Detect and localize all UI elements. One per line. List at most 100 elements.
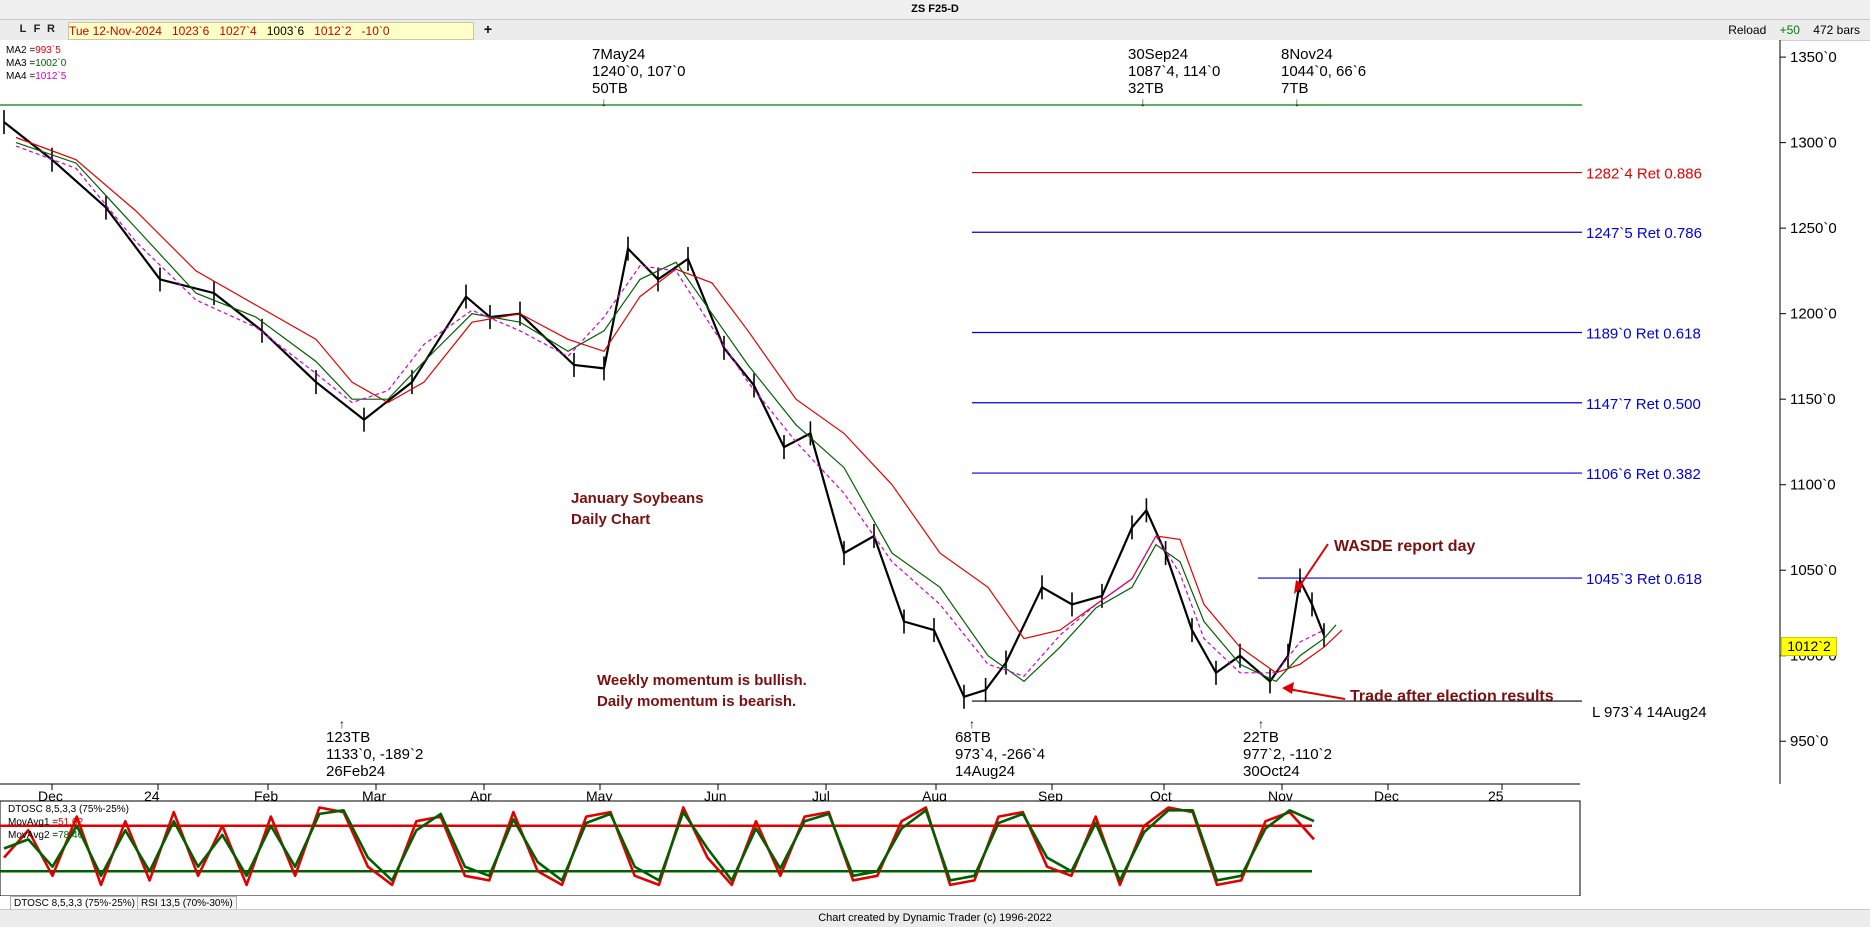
movavg2-value: 78.46 <box>58 830 84 841</box>
x-tick-label: 24 <box>144 788 160 804</box>
x-tick-label: Aug <box>922 788 947 804</box>
quote-open: 1023`6 <box>171 24 210 38</box>
ma3-value: 1002`0 <box>35 58 67 69</box>
oscillator-legend: DTOSC 8,5,3,3 (75%-25%) MovAvg1 =51.02 M… <box>8 803 129 842</box>
retracement-label: 1045`3 Ret 0.618 <box>1586 571 1702 588</box>
quote-low: 1003`6 <box>266 24 305 38</box>
osc-name: DTOSC 8,5,3,3 (75%-25%) <box>8 804 129 815</box>
swing-high-sep-date: 30Sep24 <box>1128 46 1189 63</box>
y-tick-label: 1350`0 <box>1790 49 1837 66</box>
wasde-arrow <box>1296 543 1329 591</box>
movavg1-line <box>3 806 1315 887</box>
movavg2-label: MovAvg2 = <box>8 830 59 841</box>
y-tick-label: 950`0 <box>1790 733 1828 750</box>
x-tick-label: Oct <box>1150 788 1172 804</box>
f-button[interactable]: F <box>33 23 41 35</box>
x-tick-label: 25 <box>1488 788 1504 804</box>
retracement-label: 1106`6 Ret 0.382 <box>1586 466 1701 483</box>
momentum-daily: Daily momentum is bearish. <box>597 693 797 710</box>
retracement-lines: 1282`4 Ret 0.886 1247`5 Ret 0.786 1189`0 R… <box>0 104 1702 702</box>
ma2-label: MA2 = <box>6 45 36 56</box>
footer-credit: Chart created by Dynamic Trader (c) 1996… <box>0 909 1870 927</box>
ma4-line <box>15 136 1343 674</box>
toolbar: L F R Tue 12-Nov-2024 1023`6 1027`4 1003… <box>0 20 1870 41</box>
bot1-marker-icon: ↑ <box>339 717 345 731</box>
swing-high-may-bars: 50TB <box>592 80 628 97</box>
swing-low-feb-date: 26Feb24 <box>326 763 386 780</box>
quote-high: 1027`4 <box>219 24 257 38</box>
ma3-legend: MA3 =1002`0 <box>6 57 66 70</box>
y-tick-label: 1150`0 <box>1790 391 1836 408</box>
price-axis-ticks: 950`01000`01050`01100`01150`01200`01250`… <box>1780 49 1837 750</box>
right-tools: Reload +50 472 bars <box>1718 22 1860 38</box>
swing-high-may: 7May24 1240`0, 107`0 50TB <box>592 46 685 97</box>
bot2-marker-icon: ↑ <box>969 717 975 731</box>
swing-high-sep: 30Sep24 1087`4, 114`0 32TB <box>1128 46 1220 97</box>
bars-increment-button[interactable]: +50 <box>1779 23 1800 37</box>
swing-low-feb-bars: 123TB <box>326 729 371 746</box>
movavg1-value: 51.02 <box>58 817 84 828</box>
ma4-legend: MA4 =1012`5 <box>6 70 66 83</box>
wasde-note: WASDE report day <box>1334 538 1476 555</box>
price-chart[interactable]: 950`01000`01050`01100`01150`01200`01250`… <box>0 40 1870 896</box>
price-path <box>3 121 1326 699</box>
swing-low-aug-date: 14Aug24 <box>955 763 1016 780</box>
top1-marker-icon: ↓ <box>601 95 607 109</box>
swing-high-may-date: 7May24 <box>592 46 646 63</box>
x-tick-label: May <box>586 788 612 804</box>
swing-low-feb-price: 1133`0, -189`2 <box>326 746 424 763</box>
r-button[interactable]: R <box>47 23 55 35</box>
swing-high-may-price: 1240`0, 107`0 <box>592 63 686 80</box>
low-line-label: L 973`4 14Aug24 <box>1592 704 1707 721</box>
chart-caption-line2: Daily Chart <box>571 511 651 528</box>
x-tick-label: Jun <box>704 788 727 804</box>
x-tick-label: Sep <box>1038 788 1063 804</box>
swing-low-aug-bars: 68TB <box>955 729 991 746</box>
ma2-line <box>15 145 1325 677</box>
election-note: Trade after election results <box>1350 688 1554 705</box>
swing-high-nov-date: 8Nov24 <box>1281 46 1333 63</box>
election-arrow <box>1287 688 1346 700</box>
swing-high-nov-bars: 7TB <box>1281 80 1309 97</box>
add-symbol-button[interactable]: + <box>483 21 493 37</box>
x-tick-label: Jul <box>812 788 830 804</box>
l-button[interactable]: L <box>19 23 27 35</box>
x-tick-label: Feb <box>254 788 278 804</box>
ma2-value: 993`5 <box>35 45 61 56</box>
quote-readout: Tue 12-Nov-2024 1023`6 1027`4 1003`6 101… <box>68 22 474 40</box>
retracement-label: 1247`5 Ret 0.786 <box>1586 225 1702 242</box>
quote-change: -10`0 <box>361 24 390 38</box>
ma4-label: MA4 = <box>6 71 36 82</box>
price-pane <box>0 40 1780 784</box>
x-tick-label: Mar <box>362 788 386 804</box>
time-axis-ticks: Dec 24 Feb Mar Apr May Jun Jul Aug Sep Oct Nov Dec 25 <box>38 784 1504 804</box>
y-tick-label: 1250`0 <box>1790 220 1837 237</box>
swing-low-oct-date: 30Oct24 <box>1243 763 1300 780</box>
swing-high-nov-price: 1044`0, 66`6 <box>1281 63 1367 80</box>
movavg2-legend: MovAvg2 =78.46 <box>8 829 129 842</box>
swing-low-oct-price: 977`2, -110`2 <box>1243 746 1332 763</box>
x-tick-label: Dec <box>38 788 63 804</box>
ma3-label: MA3 = <box>6 58 36 69</box>
y-tick-label: 1200`0 <box>1790 306 1837 323</box>
oscillator-series <box>0 806 1315 887</box>
swing-high-sep-price: 1087`4, 114`0 <box>1128 63 1221 80</box>
reload-button[interactable]: Reload <box>1728 23 1767 37</box>
election-arrow-head <box>1282 682 1294 694</box>
swing-low-aug-price: 973`4, -266`4 <box>955 746 1046 763</box>
y-tick-label: 1100`0 <box>1790 477 1836 494</box>
x-tick-label: Dec <box>1374 788 1399 804</box>
swing-low-aug: 68TB 973`4, -266`4 14Aug24 <box>955 729 1045 780</box>
ma-legend: MA2 =993`5 MA3 =1002`0 MA4 =1012`5 <box>6 44 66 83</box>
retracement-label: 1189`0 Ret 0.618 <box>1586 325 1701 342</box>
movavg2-line <box>3 809 1315 882</box>
y-tick-label: 1050`0 <box>1790 562 1837 579</box>
swing-high-nov: 8Nov24 1044`0, 66`6 7TB <box>1281 46 1366 97</box>
x-tick-label: Nov <box>1268 788 1293 804</box>
top2-marker-icon: ↓ <box>1140 95 1146 109</box>
movavg1-label: MovAvg1 = <box>8 817 59 828</box>
top3-marker-icon: ↓ <box>1294 95 1300 109</box>
chart-title-bar: ZS F25-D <box>0 0 1870 20</box>
swing-low-feb: 123TB 1133`0, -189`2 26Feb24 <box>326 729 423 780</box>
turn-markers: ↓ ↓ ↓ ↑ ↑ ↑ <box>339 95 1300 731</box>
